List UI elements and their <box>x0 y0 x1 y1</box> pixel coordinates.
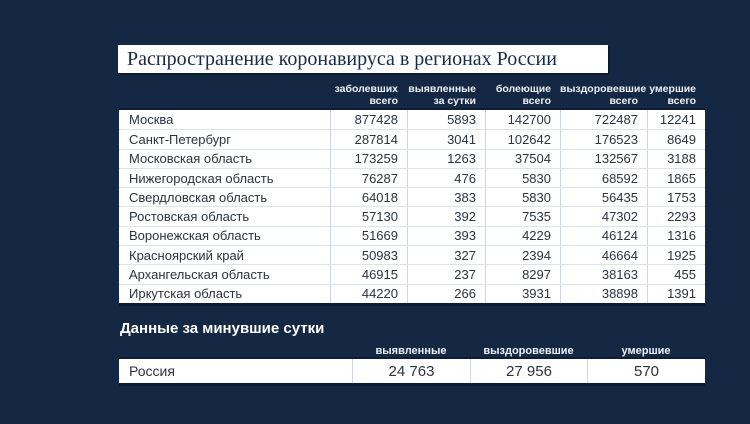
value-cell: 455 <box>647 265 705 284</box>
value-cell: 12241 <box>647 110 705 130</box>
value-cell: 76287 <box>330 168 407 188</box>
value-cell: 102642 <box>485 130 560 149</box>
value-cell: 2394 <box>485 246 560 265</box>
value-cell: 51669 <box>330 226 407 246</box>
value-cell: 68592 <box>560 168 647 188</box>
value-cell: 142700 <box>485 110 560 130</box>
value-cell: 64018 <box>330 188 407 207</box>
value-cell: 383 <box>407 188 485 207</box>
value-cell: 176523 <box>560 130 647 149</box>
value-cell: 4229 <box>485 226 560 246</box>
value-cell: 3041 <box>407 130 485 149</box>
value-cell: 38163 <box>560 265 647 284</box>
table-row: Ростовская область 57130 392 7535 47302 … <box>119 206 705 226</box>
value-cell: 132567 <box>560 149 647 168</box>
value-cell: 1925 <box>647 246 705 265</box>
value-cell: 24 763 <box>352 359 470 383</box>
table-row: Москва 877428 5893 142700 722487 12241 <box>119 110 705 130</box>
region-cell: Иркутская область <box>129 286 243 302</box>
value-cell: 392 <box>407 207 485 226</box>
value-cell: 56435 <box>560 188 647 207</box>
value-cell: 46664 <box>560 246 647 265</box>
value-cell: 570 <box>587 359 705 383</box>
table-row: Нижегородская область 76287 476 5830 685… <box>119 167 705 188</box>
value-cell: 327 <box>407 246 485 265</box>
region-cell: Москва <box>129 112 174 128</box>
value-cell: 1865 <box>647 168 705 188</box>
value-cell: 393 <box>407 226 485 246</box>
value-cell: 8297 <box>485 265 560 284</box>
value-cell: 38898 <box>560 284 647 303</box>
table-row: Россия 24 763 27 956 570 <box>119 359 705 383</box>
value-cell: 266 <box>407 284 485 303</box>
value-cell: 47302 <box>560 207 647 226</box>
value-cell: 1316 <box>647 226 705 246</box>
table-row: Красноярский край 50983 327 2394 46664 1… <box>119 245 705 265</box>
table-row: Воронежская область 51669 393 4229 46124… <box>119 225 705 246</box>
table-row: Иркутская область 44220 266 3931 38898 1… <box>119 283 705 303</box>
value-cell: 287814 <box>330 130 407 149</box>
region-cell: Нижегородская область <box>129 170 274 186</box>
column-header-ill-total: болеющие всего <box>495 83 551 107</box>
column-header-recovered: выздоровевшие <box>483 345 574 357</box>
value-cell: 46124 <box>560 226 647 246</box>
value-cell: 1753 <box>647 188 705 207</box>
value-cell: 2293 <box>647 207 705 226</box>
value-cell: 877428 <box>330 110 407 130</box>
title-box: Распространение коронавируса в регионах … <box>118 45 608 73</box>
value-cell: 5830 <box>485 168 560 188</box>
value-cell: 5830 <box>485 188 560 207</box>
column-header-detected-daily: выявленные за сутки <box>408 83 476 107</box>
value-cell: 476 <box>407 168 485 188</box>
column-header-infected-total: заболевших всего <box>334 83 398 107</box>
value-cell: 173259 <box>330 149 407 168</box>
column-header-died: умершие <box>621 345 671 357</box>
value-cell: 37504 <box>485 149 560 168</box>
value-cell: 44220 <box>330 284 407 303</box>
region-cell: Архангельская область <box>129 267 270 283</box>
region-cell: Санкт-Петербург <box>129 131 231 147</box>
main-table-header: заболевших всего выявленные за сутки бол… <box>119 83 705 107</box>
page-title: Распространение коронавируса в регионах … <box>127 47 557 70</box>
value-cell: 1391 <box>647 284 705 303</box>
region-cell: Свердловская область <box>129 189 268 205</box>
daily-section-heading: Данные за минувшие сутки <box>120 320 325 337</box>
column-header-died-total: умершие всего <box>649 83 696 107</box>
value-cell: 8649 <box>647 130 705 149</box>
daily-table: Россия 24 763 27 956 570 <box>119 357 705 386</box>
value-cell: 1263 <box>407 149 485 168</box>
value-cell: 50983 <box>330 246 407 265</box>
value-cell: 57130 <box>330 207 407 226</box>
value-cell: 237 <box>407 265 485 284</box>
header-spacer <box>119 345 352 357</box>
value-cell: 27 956 <box>470 359 587 383</box>
daily-table-header: выявленные выздоровевшие умершие <box>119 345 705 357</box>
table-row: Московская область 173259 1263 37504 132… <box>119 148 705 168</box>
column-header-detected: выявленные <box>375 345 447 357</box>
value-cell: 722487 <box>560 110 647 130</box>
value-cell: 5893 <box>407 110 485 130</box>
table-row: Санкт-Петербург 287814 3041 102642 17652… <box>119 129 705 149</box>
region-cell: Московская область <box>129 151 253 167</box>
table-row: Архангельская область 46915 237 8297 381… <box>119 264 705 284</box>
region-cell: Красноярский край <box>129 247 244 263</box>
region-cell: Россия <box>129 363 175 379</box>
value-cell: 3931 <box>485 284 560 303</box>
value-cell: 7535 <box>485 207 560 226</box>
region-cell: Ростовская область <box>129 209 250 225</box>
regions-table: Москва 877428 5893 142700 722487 12241 С… <box>119 108 705 306</box>
value-cell: 46915 <box>330 265 407 284</box>
column-header-recovered-total: выздоровевшие всего <box>560 83 647 107</box>
table-row: Свердловская область 64018 383 5830 5643… <box>119 187 705 207</box>
value-cell: 3188 <box>647 149 705 168</box>
region-cell: Воронежская область <box>129 228 261 244</box>
